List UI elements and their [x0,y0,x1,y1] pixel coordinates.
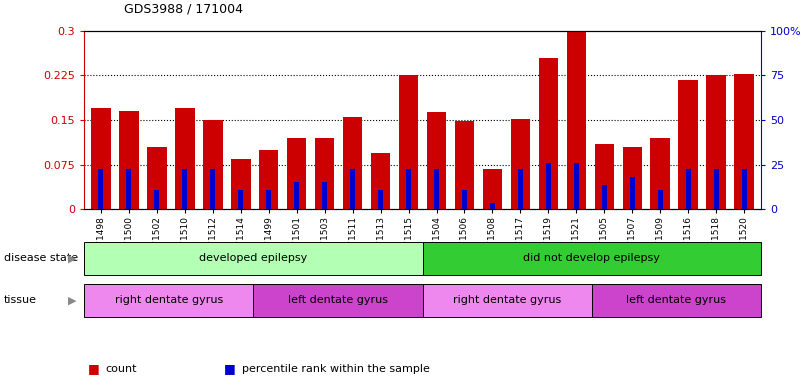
Bar [259,150,279,209]
Bar [686,169,690,209]
Text: disease state: disease state [4,253,78,263]
Bar [203,120,223,209]
Text: left dentate gyrus: left dentate gyrus [626,295,727,306]
Bar [546,163,551,209]
Text: tissue: tissue [4,295,37,306]
Bar [518,169,523,209]
Bar [147,147,167,209]
Bar [238,190,244,209]
Bar [315,138,335,209]
Bar [574,163,579,209]
Text: developed epilepsy: developed epilepsy [199,253,308,263]
Bar [602,185,607,209]
Bar [322,182,327,209]
Bar [378,190,383,209]
Bar [650,138,670,209]
Bar [594,144,614,209]
Bar [510,119,530,209]
Bar [455,121,474,209]
Bar [658,190,662,209]
Text: ■: ■ [88,362,100,375]
Bar [538,58,558,209]
Bar [119,111,139,209]
Bar [175,108,195,209]
Bar [231,159,251,209]
Bar [211,169,215,209]
Bar [427,112,446,209]
Bar [294,182,299,209]
Bar [84,284,253,317]
Bar [714,169,718,209]
Bar [678,79,698,209]
Bar [622,147,642,209]
Bar [406,169,411,209]
Bar [127,169,131,209]
Bar [434,169,439,209]
Bar [350,169,355,209]
Bar [371,153,390,209]
Bar [483,169,502,209]
Bar [422,284,592,317]
Bar [84,242,422,275]
Text: right dentate gyrus: right dentate gyrus [453,295,562,306]
Text: ▶: ▶ [68,253,77,263]
Text: did not develop epilepsy: did not develop epilepsy [523,253,660,263]
Bar [253,284,422,317]
Text: ▶: ▶ [68,295,77,306]
Bar [155,190,159,209]
Bar [566,32,586,209]
Bar [343,117,362,209]
Text: ■: ■ [224,362,236,375]
Bar [490,204,495,209]
Bar [592,284,761,317]
Text: GDS3988 / 171004: GDS3988 / 171004 [124,2,244,15]
Bar [735,74,754,209]
Text: count: count [106,364,137,374]
Bar [742,169,747,209]
Bar [630,177,634,209]
Bar [706,75,726,209]
Text: right dentate gyrus: right dentate gyrus [115,295,223,306]
Bar [287,138,307,209]
Text: percentile rank within the sample: percentile rank within the sample [242,364,430,374]
Bar [399,75,418,209]
Bar [183,169,187,209]
Bar [91,108,111,209]
Bar [99,169,103,209]
Bar [462,190,467,209]
Bar [422,242,761,275]
Text: left dentate gyrus: left dentate gyrus [288,295,388,306]
Bar [266,190,272,209]
